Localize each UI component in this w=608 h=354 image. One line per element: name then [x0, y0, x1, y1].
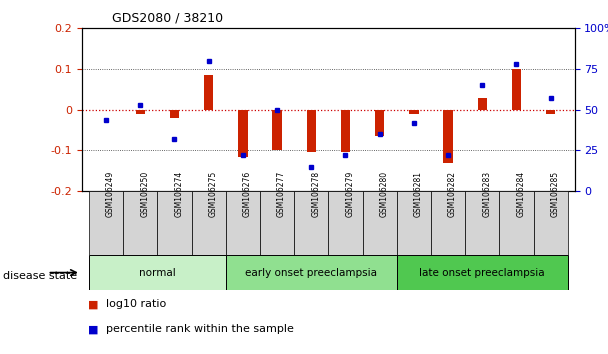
- Bar: [238, 110, 247, 156]
- FancyBboxPatch shape: [123, 191, 157, 255]
- Bar: [136, 110, 145, 114]
- Bar: [409, 110, 418, 114]
- Text: GSM106281: GSM106281: [414, 171, 423, 217]
- FancyBboxPatch shape: [89, 255, 226, 290]
- Text: GSM106279: GSM106279: [345, 171, 354, 217]
- Text: log10 ratio: log10 ratio: [106, 299, 167, 309]
- FancyBboxPatch shape: [89, 191, 123, 255]
- Text: GSM106285: GSM106285: [551, 171, 559, 217]
- Text: GSM106276: GSM106276: [243, 171, 252, 217]
- Bar: [443, 110, 453, 163]
- Bar: [375, 110, 384, 136]
- Text: ■: ■: [88, 324, 98, 334]
- Bar: [306, 110, 316, 153]
- Text: GSM106280: GSM106280: [379, 171, 389, 217]
- Text: GSM106250: GSM106250: [140, 171, 149, 217]
- Text: GSM106282: GSM106282: [448, 171, 457, 217]
- Bar: [546, 110, 555, 114]
- Text: GSM106284: GSM106284: [516, 171, 525, 217]
- Text: late onset preeclampsia: late onset preeclampsia: [420, 268, 545, 278]
- Text: GSM106283: GSM106283: [482, 171, 491, 217]
- FancyBboxPatch shape: [328, 191, 362, 255]
- Text: ■: ■: [88, 299, 98, 309]
- FancyBboxPatch shape: [294, 191, 328, 255]
- Text: early onset preeclampsia: early onset preeclampsia: [245, 268, 377, 278]
- FancyBboxPatch shape: [465, 191, 499, 255]
- Text: disease state: disease state: [3, 271, 77, 281]
- Text: normal: normal: [139, 268, 176, 278]
- Bar: [512, 69, 521, 110]
- Text: GSM106275: GSM106275: [209, 171, 218, 217]
- FancyBboxPatch shape: [499, 191, 534, 255]
- Bar: [340, 110, 350, 153]
- Text: GSM106277: GSM106277: [277, 171, 286, 217]
- FancyBboxPatch shape: [260, 191, 294, 255]
- FancyBboxPatch shape: [226, 191, 260, 255]
- Text: GSM106249: GSM106249: [106, 171, 115, 217]
- FancyBboxPatch shape: [396, 255, 568, 290]
- FancyBboxPatch shape: [534, 191, 568, 255]
- Bar: [477, 97, 487, 110]
- Bar: [204, 75, 213, 110]
- FancyBboxPatch shape: [396, 191, 431, 255]
- FancyBboxPatch shape: [192, 191, 226, 255]
- Text: percentile rank within the sample: percentile rank within the sample: [106, 324, 294, 334]
- FancyBboxPatch shape: [431, 191, 465, 255]
- FancyBboxPatch shape: [157, 191, 192, 255]
- Bar: [170, 110, 179, 118]
- Text: GSM106278: GSM106278: [311, 171, 320, 217]
- Text: GSM106274: GSM106274: [174, 171, 184, 217]
- FancyBboxPatch shape: [362, 191, 396, 255]
- Text: GDS2080 / 38210: GDS2080 / 38210: [112, 12, 224, 25]
- Bar: [272, 110, 282, 150]
- FancyBboxPatch shape: [226, 255, 396, 290]
